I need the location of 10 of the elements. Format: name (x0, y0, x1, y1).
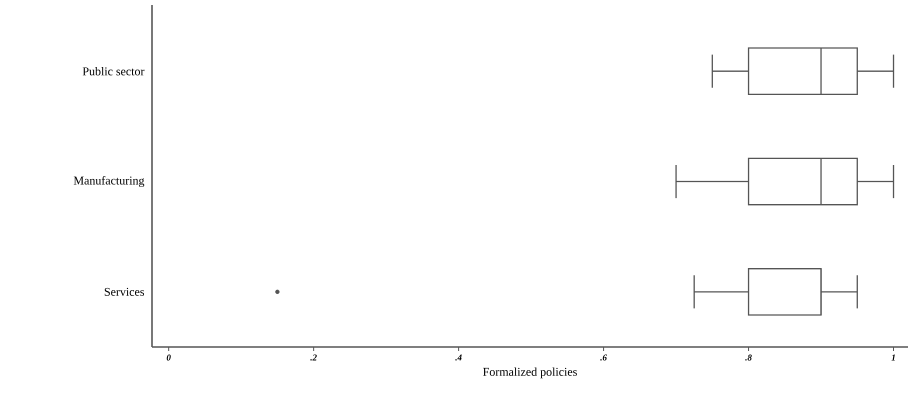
x-tick-label: 1 (891, 354, 895, 360)
y-tick-label: Public sector (82, 66, 144, 76)
x-tick-label: .4 (455, 354, 462, 361)
x-axis-title: Formalized policies (483, 367, 577, 378)
x-tick-label: .6 (600, 354, 607, 361)
x-tick-label: .2 (310, 354, 317, 361)
x-tick-label: .8 (745, 354, 752, 361)
y-tick-label: Manufacturing (74, 176, 144, 188)
y-tick-label: Services (104, 288, 144, 296)
x-tick-label: 0 (166, 354, 171, 361)
